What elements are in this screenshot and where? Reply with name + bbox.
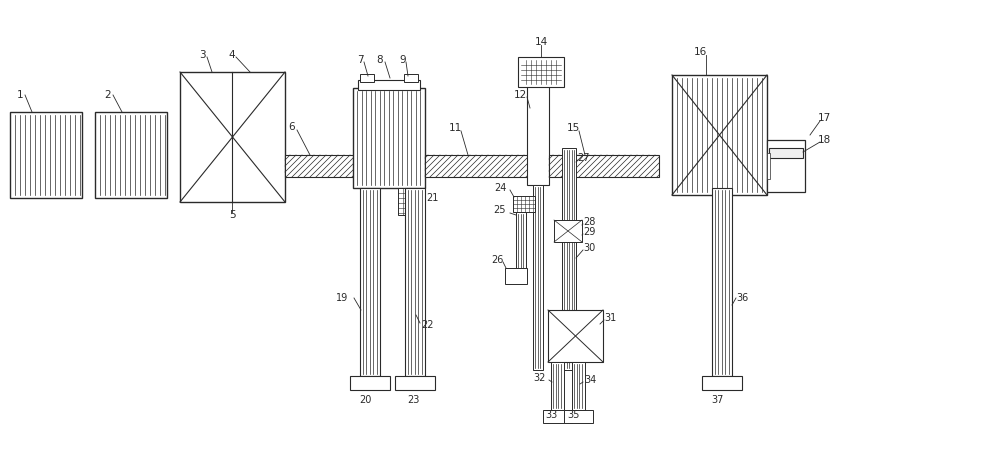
Text: 31: 31: [604, 313, 616, 323]
Bar: [549, 155, 659, 177]
Text: 23: 23: [407, 395, 419, 405]
Bar: [350, 376, 390, 390]
Text: 18: 18: [817, 135, 831, 145]
Text: 29: 29: [583, 227, 595, 237]
Text: 34: 34: [584, 375, 596, 385]
Text: 7: 7: [357, 55, 363, 65]
Bar: [10, 112, 82, 198]
Text: 22: 22: [421, 320, 433, 330]
Text: 37: 37: [712, 395, 724, 405]
Bar: [548, 310, 603, 362]
Text: 20: 20: [359, 395, 371, 405]
Text: 24: 24: [494, 183, 506, 193]
Bar: [562, 148, 576, 370]
Bar: [180, 72, 285, 202]
Bar: [527, 75, 549, 185]
Bar: [353, 88, 425, 188]
Text: 15: 15: [566, 123, 580, 133]
Text: 4: 4: [229, 50, 235, 60]
Bar: [767, 153, 770, 179]
Bar: [533, 185, 543, 370]
Bar: [543, 410, 572, 423]
Bar: [513, 196, 535, 212]
Bar: [554, 220, 582, 242]
Text: 14: 14: [534, 37, 548, 47]
Bar: [516, 212, 526, 277]
Text: 2: 2: [105, 90, 111, 100]
Text: 30: 30: [583, 243, 595, 253]
Bar: [405, 188, 425, 376]
Bar: [395, 376, 435, 390]
Bar: [505, 268, 527, 284]
Text: 19: 19: [336, 293, 348, 303]
Text: 8: 8: [377, 55, 383, 65]
Text: 1: 1: [17, 90, 23, 100]
Text: 25: 25: [494, 205, 506, 215]
Text: 33: 33: [545, 410, 557, 420]
Bar: [358, 80, 420, 90]
Text: 28: 28: [583, 217, 595, 227]
Text: 21: 21: [426, 193, 438, 203]
Bar: [712, 188, 732, 376]
Text: 9: 9: [400, 55, 406, 65]
Text: 11: 11: [448, 123, 462, 133]
Bar: [551, 362, 564, 410]
Bar: [95, 112, 167, 198]
Bar: [672, 75, 767, 195]
Bar: [398, 188, 425, 215]
Text: 35: 35: [568, 410, 580, 420]
Bar: [360, 74, 374, 82]
Bar: [360, 188, 380, 376]
Bar: [564, 410, 593, 423]
Bar: [702, 376, 742, 390]
Bar: [767, 140, 805, 192]
Bar: [572, 362, 585, 410]
Text: 17: 17: [817, 113, 831, 123]
Text: 12: 12: [513, 90, 527, 100]
Bar: [425, 155, 530, 177]
Text: 5: 5: [229, 210, 235, 220]
Text: 26: 26: [491, 255, 503, 265]
Text: 27: 27: [578, 153, 590, 163]
Bar: [769, 148, 803, 158]
Text: 3: 3: [199, 50, 205, 60]
Bar: [518, 57, 564, 87]
Bar: [285, 155, 358, 177]
Text: 32: 32: [534, 373, 546, 383]
Text: 36: 36: [736, 293, 748, 303]
Bar: [404, 74, 418, 82]
Text: 16: 16: [693, 47, 707, 57]
Text: 6: 6: [289, 122, 295, 132]
